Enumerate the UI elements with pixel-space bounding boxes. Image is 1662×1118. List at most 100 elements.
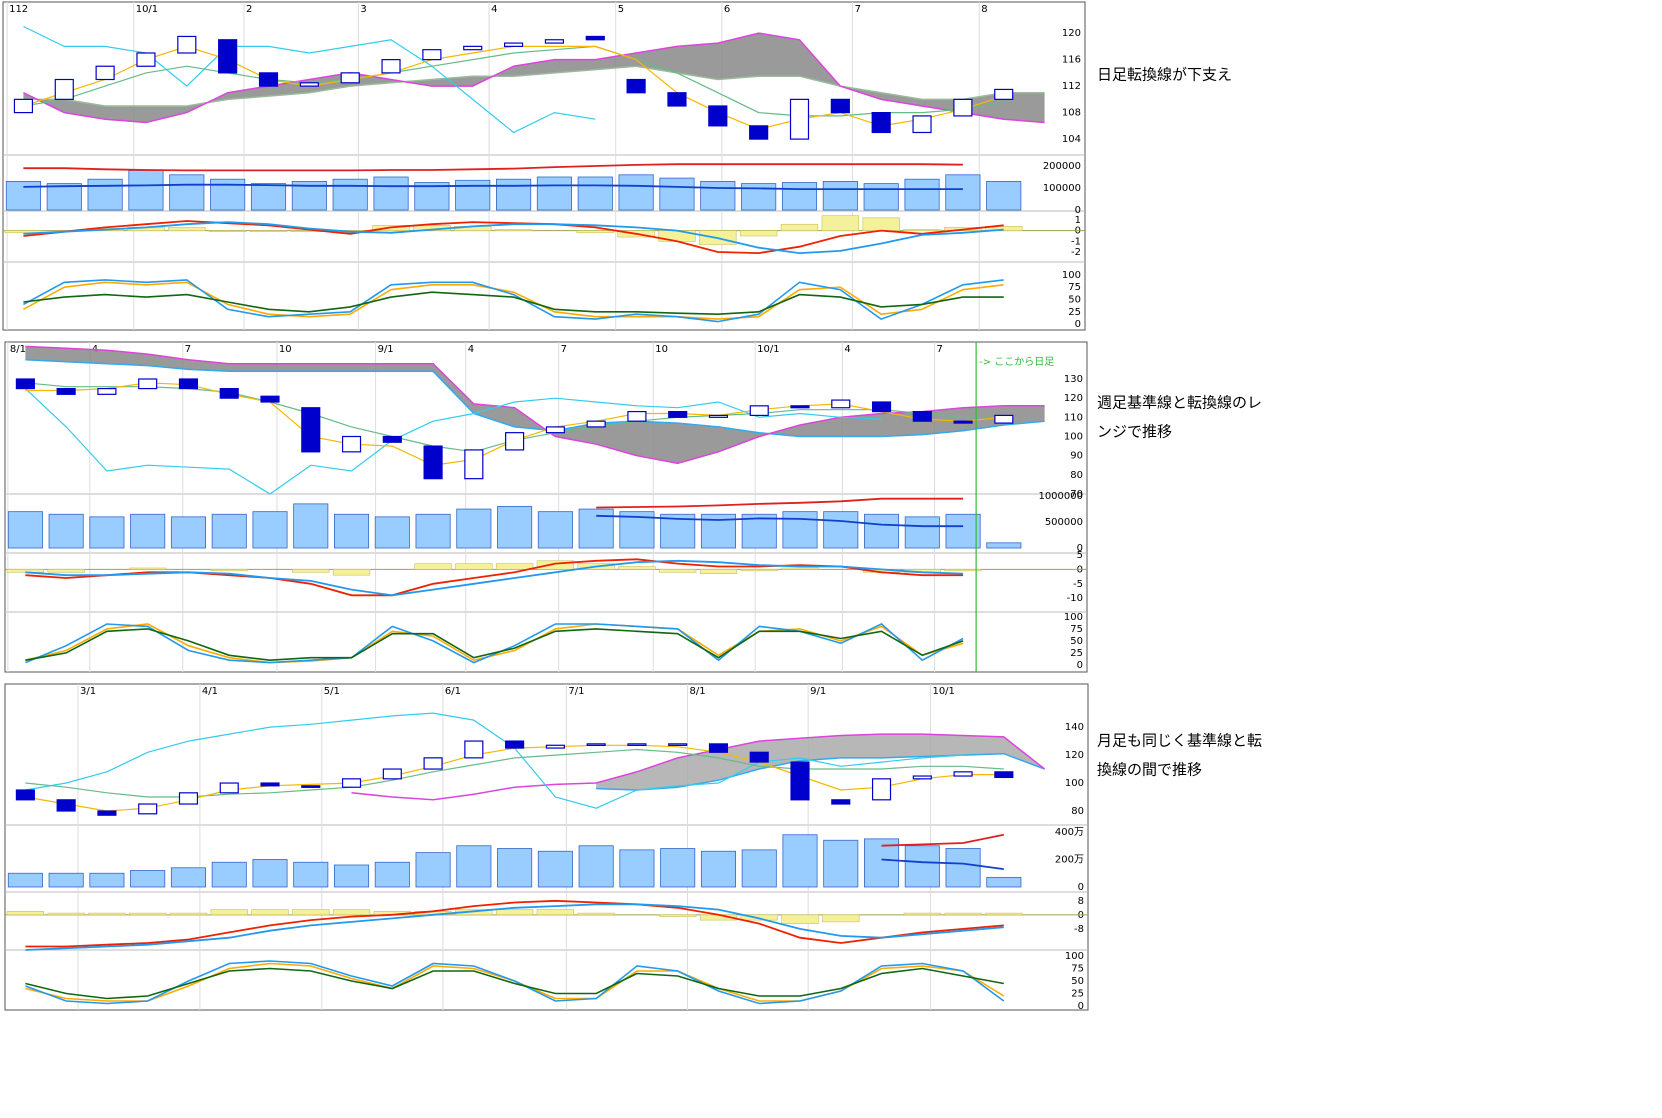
volume-bar — [537, 511, 573, 549]
y-tick-label: 104 — [1062, 134, 1081, 145]
y-tick-label: -5 — [1073, 579, 1083, 590]
candle-body — [667, 92, 687, 107]
macd-line — [25, 899, 1004, 948]
y-tick-label: 0 — [1078, 882, 1084, 893]
y-tick-label: 0 — [1078, 1001, 1084, 1012]
stochastic-line — [25, 628, 964, 662]
macd-histogram — [249, 230, 288, 233]
x-tick-label: 6 — [724, 4, 730, 15]
volume-bar — [536, 176, 572, 211]
volume-bar — [986, 180, 1022, 211]
x-tick-label: 9/1 — [378, 344, 394, 355]
y-tick-label: 1 — [1075, 215, 1081, 226]
volume-bar — [864, 838, 900, 888]
candle-body — [464, 740, 484, 759]
volume-bar — [293, 861, 329, 888]
stochastic-line — [25, 623, 964, 664]
candle-body — [994, 88, 1014, 100]
macd-histogram — [6, 569, 45, 573]
panel-frame — [2, 1, 1086, 331]
candle-body — [15, 789, 35, 801]
x-tick-label: 8 — [981, 4, 987, 15]
volume-bar — [823, 839, 859, 888]
candle-body — [138, 378, 158, 390]
macd-histogram — [129, 912, 167, 916]
volume-bar — [741, 513, 777, 549]
macd-line — [25, 559, 964, 597]
volume-bar — [660, 848, 696, 888]
macd-histogram — [822, 914, 860, 923]
candle-body — [177, 35, 197, 54]
volume-bar — [497, 848, 533, 888]
candle-body — [382, 435, 402, 443]
candle-body — [708, 743, 729, 753]
volume-bar — [823, 511, 859, 549]
candle-body — [544, 39, 565, 44]
y-tick-label: 1000000 — [1038, 491, 1083, 502]
macd-histogram — [494, 229, 533, 231]
volume-bar — [455, 179, 491, 211]
volume-bar — [128, 169, 164, 211]
candle-body — [871, 778, 892, 801]
candle-body — [831, 799, 851, 805]
cloud — [25, 346, 1045, 464]
volume-bar — [374, 516, 410, 549]
volume-bar — [48, 872, 84, 888]
y-tick-label: 100 — [1062, 270, 1081, 281]
macd-line — [25, 558, 964, 597]
stochastic-line — [23, 279, 1004, 323]
stochastic-line — [23, 291, 1004, 316]
volume-bar — [904, 178, 940, 211]
x-tick-label: 10 — [655, 344, 668, 355]
macd-histogram — [292, 909, 330, 916]
candle-body — [382, 768, 402, 780]
volume-bar — [700, 850, 736, 888]
candle-body — [627, 410, 647, 422]
macd-histogram — [781, 914, 819, 924]
macd-line — [23, 221, 1004, 255]
y-tick-label: 25 — [1071, 989, 1084, 1000]
candle-body — [341, 778, 362, 788]
y-tick-label: 50 — [1070, 636, 1083, 647]
candle-body — [994, 414, 1014, 424]
volume-bar — [373, 176, 409, 211]
volume-average — [596, 514, 964, 528]
x-tick-label: 7 — [937, 344, 943, 355]
macd-histogram — [780, 223, 819, 231]
volume-bar — [211, 861, 247, 888]
volume-bar — [48, 513, 84, 549]
x-tick-label: 2 — [246, 4, 252, 15]
macd-histogram — [699, 569, 738, 575]
macd-histogram — [618, 566, 656, 570]
candle-body — [708, 105, 728, 127]
volume-bar — [781, 182, 818, 211]
x-tick-label: 7 — [561, 344, 567, 355]
y-tick-label: 5 — [1077, 550, 1083, 561]
volume-bar — [578, 508, 614, 549]
volume-bar — [945, 513, 981, 549]
candle-body — [953, 98, 973, 117]
candle-body — [301, 785, 321, 788]
volume-bar — [46, 183, 82, 211]
annotation: 換線の間で推移 — [1097, 761, 1202, 779]
volume-bar — [169, 174, 205, 211]
candle-body — [790, 405, 810, 409]
cloud-edge — [25, 345, 1045, 465]
candle-body — [464, 449, 484, 480]
candle-body — [708, 414, 729, 418]
candle-body — [97, 387, 117, 395]
y-tick-label: 25 — [1068, 307, 1081, 318]
candle-body — [668, 743, 688, 746]
volume-bar — [945, 174, 981, 211]
macd-histogram — [169, 912, 208, 916]
macd-histogram — [862, 217, 900, 231]
volume-bar — [130, 513, 166, 549]
candle-body — [260, 782, 280, 787]
volume-bar — [864, 513, 900, 549]
volume-bar — [578, 845, 614, 888]
macd-histogram — [332, 909, 371, 916]
candle-body — [95, 65, 115, 81]
macd-histogram — [944, 912, 982, 916]
annotation: 月足も同じく基準線と転 — [1097, 732, 1262, 750]
annotation: 週足基準線と転換線のレ — [1097, 394, 1262, 412]
